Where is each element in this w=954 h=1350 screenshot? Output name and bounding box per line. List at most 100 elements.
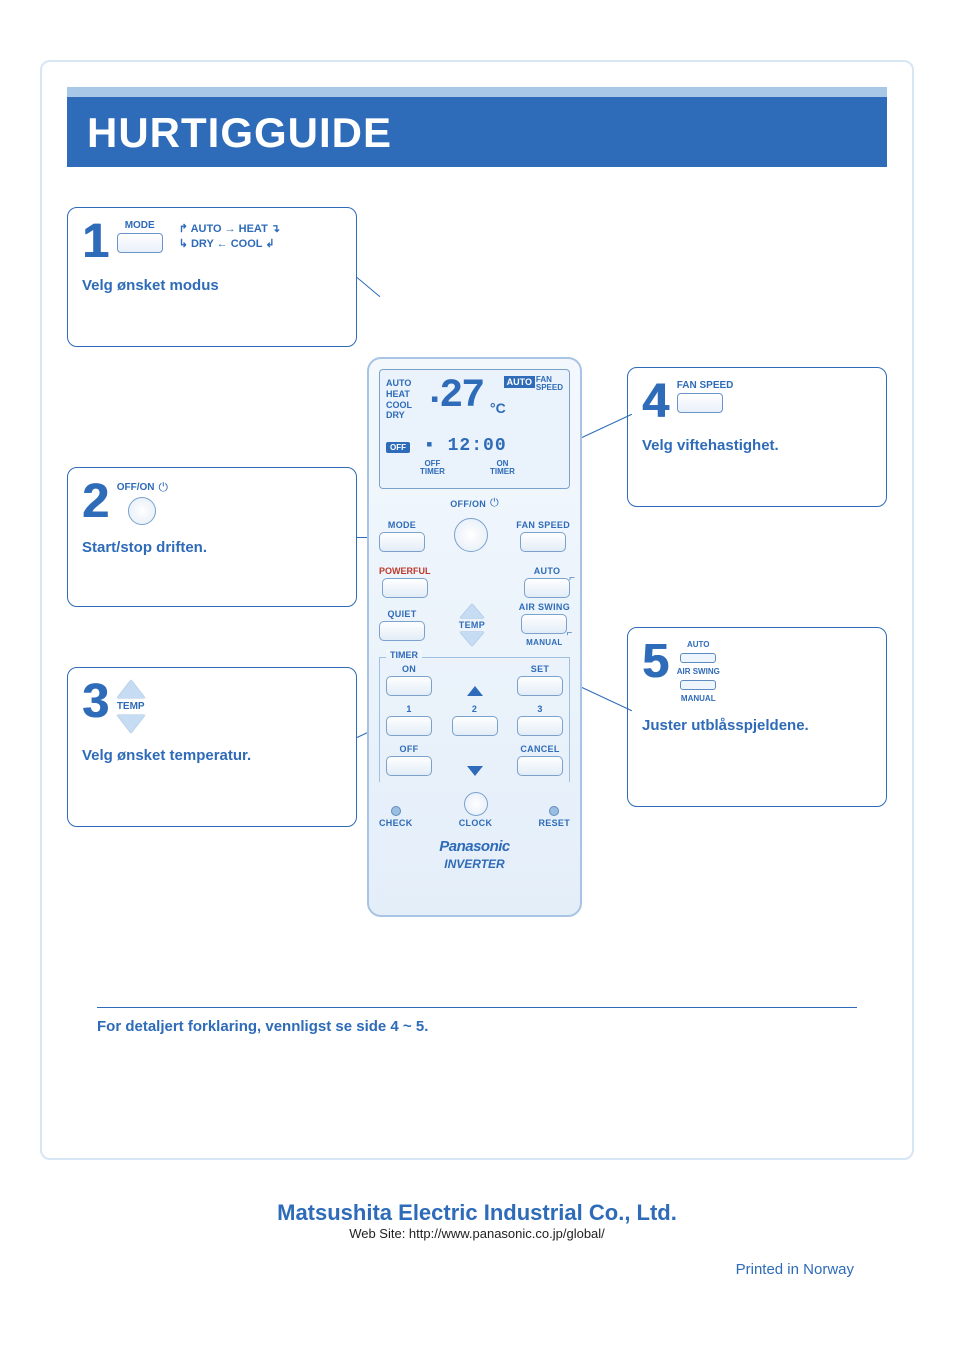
remote-timer-off-button[interactable] xyxy=(386,756,432,776)
power-icon: ⏻ xyxy=(490,497,499,510)
cycle-top: AUTO → HEAT xyxy=(191,223,268,235)
lcd-mode-list: AUTO HEAT COOL DRY xyxy=(386,378,412,421)
lcd-clock: ▪ 12:00 xyxy=(424,436,507,456)
airswing-manual-label: MANUAL xyxy=(681,694,716,703)
page: HURTIGGUIDE 1 MODE ↱ AUTO → HEAT ↴ ↳ DRY… xyxy=(0,0,954,1350)
airswing-icon-block: AUTO AIR SWING MANUAL xyxy=(677,640,720,703)
remote-2-label: 2 xyxy=(472,704,477,714)
remote-off-label: OFF xyxy=(400,744,419,754)
remote-quiet-label: QUIET xyxy=(387,609,416,619)
cycle-bot: DRY ← COOL xyxy=(191,238,262,250)
fanspeed-mini-button xyxy=(677,393,723,413)
swing-auto-icon xyxy=(680,653,716,663)
remote-temp-label: TEMP xyxy=(459,620,485,630)
remote-set-button[interactable] xyxy=(517,676,563,696)
remote-preset-1-button[interactable] xyxy=(386,716,432,736)
lcd-mode-dry: DRY xyxy=(386,410,412,421)
lcd-screen: AUTO HEAT COOL DRY ▪27 °C AUTO FAN SPEED… xyxy=(379,369,570,489)
remote-on-label: ON xyxy=(402,664,416,674)
mode-label: MODE xyxy=(117,220,163,231)
remote-fanspeed-button[interactable] xyxy=(520,532,566,552)
callout-fanspeed: 4 FAN SPEED Velg viftehastighet. xyxy=(627,367,887,507)
power-icon: ⏻ xyxy=(158,480,168,495)
lcd-off-timer: OFF TIMER xyxy=(420,460,445,476)
lcd-mode-auto: AUTO xyxy=(386,378,412,389)
remote-check-label: CHECK xyxy=(379,818,413,828)
printed-in: Printed in Norway xyxy=(40,1261,854,1278)
remote-clock-button[interactable] xyxy=(464,792,488,816)
leader-line-5 xyxy=(582,687,632,711)
lcd-unit: °C xyxy=(490,400,506,416)
mode-button-block: MODE xyxy=(117,220,163,258)
callout-airswing: 5 AUTO AIR SWING MANUAL Juster utblåsspj… xyxy=(627,627,887,807)
remote-timer-title: TIMER xyxy=(386,650,422,660)
remote-quiet-button[interactable] xyxy=(379,621,425,641)
remote-timer-on-button[interactable] xyxy=(386,676,432,696)
remote-mode-button[interactable] xyxy=(379,532,425,552)
remote-mode-label: MODE xyxy=(388,520,416,530)
remote-preset-2-button[interactable] xyxy=(452,716,498,736)
remote-check-button[interactable] xyxy=(391,806,401,816)
remote-temp-down[interactable] xyxy=(460,632,484,646)
content-frame: HURTIGGUIDE 1 MODE ↱ AUTO → HEAT ↴ ↳ DRY… xyxy=(40,60,914,1160)
content-area: 1 MODE ↱ AUTO → HEAT ↴ ↳ DRY ← COOL ↲ Ve… xyxy=(67,207,887,927)
remote-airswing-button[interactable]: ⌐ xyxy=(521,614,567,634)
mode-cycle-diagram: ↱ AUTO → HEAT ↴ ↳ DRY ← COOL ↲ xyxy=(171,220,288,255)
swing-manual-icon xyxy=(680,680,716,690)
step-number-3: 3 xyxy=(82,680,109,723)
remote-temp-block: TEMP xyxy=(459,604,485,646)
remote-set-label: SET xyxy=(531,664,549,674)
lcd-on-timer: ON TIMER xyxy=(490,460,515,476)
temp-label: TEMP xyxy=(117,701,145,712)
temp-up-icon xyxy=(117,680,145,698)
offon-block: OFF/ON ⏻ xyxy=(117,480,168,525)
fanspeed-block: FAN SPEED xyxy=(677,380,734,418)
remote-airswing-label: AIR SWING xyxy=(519,602,570,612)
callout-mode: 1 MODE ↱ AUTO → HEAT ↴ ↳ DRY ← COOL ↲ Ve… xyxy=(67,207,357,347)
footer: Matsushita Electric Industrial Co., Ltd.… xyxy=(40,1200,914,1241)
temp-arrows-icon: TEMP xyxy=(117,680,145,733)
offon-mini-button xyxy=(128,497,156,525)
leader-line-4 xyxy=(582,414,632,438)
remote-manual-label: MANUAL xyxy=(526,638,562,647)
lcd-fan-speed: FAN SPEED xyxy=(536,376,563,392)
footnote-divider xyxy=(97,1007,857,1008)
lcd-mode-heat: HEAT xyxy=(386,389,412,400)
remote-temp-up[interactable] xyxy=(460,604,484,618)
remote-preset-3-button[interactable] xyxy=(517,716,563,736)
callout-1-text: Velg ønsket modus xyxy=(82,277,342,294)
remote-powerful-label: POWERFUL xyxy=(379,566,431,576)
mode-mini-button xyxy=(117,233,163,253)
lcd-temperature: ▪27 xyxy=(428,374,483,419)
remote-cancel-button[interactable] xyxy=(517,756,563,776)
footnote-text: For detaljert forklaring, vennligst se s… xyxy=(97,1018,857,1035)
remote-reset-button[interactable] xyxy=(549,806,559,816)
remote-auto-label: AUTO xyxy=(534,566,561,576)
lcd-mode-cool: COOL xyxy=(386,400,412,411)
remote-timer-down-icon[interactable] xyxy=(467,766,483,776)
step-number-4: 4 xyxy=(642,380,669,423)
remote-power-button[interactable] xyxy=(454,518,488,552)
step-number-2: 2 xyxy=(82,480,109,523)
step-number-5: 5 xyxy=(642,640,669,683)
remote-1-label: 1 xyxy=(406,704,411,714)
remote-clock-label: CLOCK xyxy=(459,818,493,828)
remote-timer-up-icon[interactable] xyxy=(467,686,483,696)
remote-3-label: 3 xyxy=(537,704,542,714)
remote-offon-label: OFF/ON xyxy=(450,499,486,509)
airswing-auto-label: AUTO xyxy=(687,640,710,649)
step-number-1: 1 xyxy=(82,220,109,263)
callout-3-text: Velg ønsket temperatur. xyxy=(82,747,342,764)
lcd-off-pill: OFF xyxy=(386,442,410,453)
callout-5-text: Juster utblåsspjeldene. xyxy=(642,717,872,734)
remote-reset-label: RESET xyxy=(538,818,570,828)
remote-inverter: INVERTER xyxy=(444,857,504,871)
remote-powerful-button[interactable] xyxy=(382,578,428,598)
lcd-auto-badge: AUTO xyxy=(504,376,535,388)
company-name: Matsushita Electric Industrial Co., Ltd. xyxy=(40,1200,914,1226)
callout-temp: 3 TEMP Velg ønsket temperatur. xyxy=(67,667,357,827)
title-bar: HURTIGGUIDE xyxy=(67,87,887,167)
airswing-label: AIR SWING xyxy=(677,667,720,676)
offon-label: OFF/ON xyxy=(117,482,155,493)
remote-auto-button[interactable]: ⌐ xyxy=(524,578,570,598)
